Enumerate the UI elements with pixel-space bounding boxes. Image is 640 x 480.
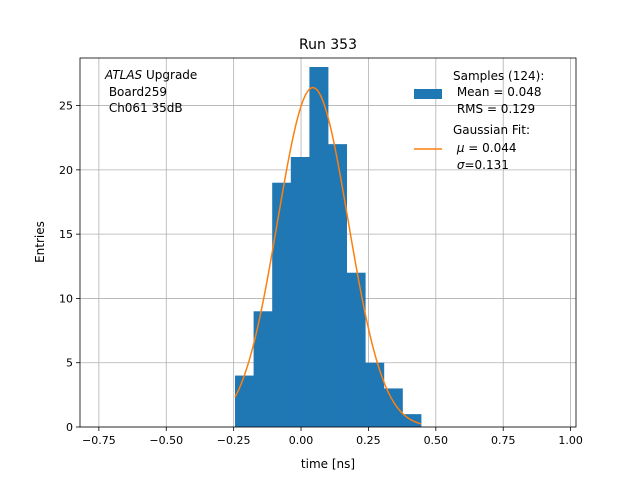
y-tick-label: 10	[59, 292, 73, 305]
legend-samples-rms: RMS = 0.129	[453, 102, 535, 116]
x-axis-ticks: −0.75 −0.50 −0.25 0.00 0.25 0.50 0.75 1.00	[82, 427, 583, 447]
legend-fit-sigma: σ=0.131	[453, 158, 509, 172]
legend-samples-title: Samples (124):	[453, 69, 544, 83]
x-tick-label: −0.75	[82, 434, 116, 447]
histogram-bar	[309, 67, 329, 427]
x-axis-label: time [ns]	[301, 457, 355, 471]
y-tick-label: 0	[66, 421, 73, 434]
y-axis-label: Entries	[33, 221, 47, 263]
x-tick-label: 1.00	[558, 434, 583, 447]
gaussian-fit-line	[234, 86, 422, 425]
x-tick-label: 0.25	[356, 434, 381, 447]
y-tick-label: 20	[59, 164, 73, 177]
x-tick-label: −0.50	[149, 434, 183, 447]
legend-fit-mu: μ = 0.044	[453, 141, 517, 155]
histogram-bar	[365, 362, 385, 427]
histogram-bar	[328, 144, 347, 427]
x-tick-label: 0.50	[424, 434, 449, 447]
x-tick-label: 0.75	[491, 434, 516, 447]
sigma-symbol: σ	[457, 158, 465, 172]
annotation-line-1: ATLAS Upgrade	[104, 68, 197, 82]
histogram-bar	[346, 272, 366, 427]
y-tick-label: 25	[59, 100, 73, 113]
sigma-value: =0.131	[464, 158, 508, 172]
x-tick-label: 0.00	[289, 434, 314, 447]
mu-value: = 0.044	[464, 141, 516, 155]
x-tick-label: −0.25	[217, 434, 251, 447]
y-tick-label: 5	[66, 357, 73, 370]
plot-frame	[79, 57, 577, 428]
annotation-atlas: ATLAS	[104, 68, 143, 82]
y-tick-label: 15	[59, 228, 73, 241]
mu-symbol: μ	[456, 141, 465, 155]
histogram-bar	[272, 182, 292, 427]
annotation-board: Board259	[105, 85, 167, 99]
legend-fit-title: Gaussian Fit:	[453, 123, 530, 137]
legend-samples-swatch	[414, 89, 442, 99]
legend-samples-mean: Mean = 0.048	[453, 85, 542, 99]
histogram-bar	[383, 388, 403, 427]
run-annotation: ATLAS Upgrade Board259 Ch061 35dB	[104, 68, 197, 115]
y-axis-ticks: 0 5 10 15 20 25	[59, 100, 80, 434]
legend: Samples (124): Mean = 0.048 RMS = 0.129 …	[414, 69, 544, 172]
annotation-channel: Ch061 35dB	[105, 101, 183, 115]
histogram-bar	[253, 311, 273, 427]
histogram-bar	[235, 375, 254, 427]
chart-title: Run 353	[299, 37, 357, 53]
histogram-bar	[290, 157, 310, 427]
annotation-upgrade: Upgrade	[142, 68, 197, 82]
